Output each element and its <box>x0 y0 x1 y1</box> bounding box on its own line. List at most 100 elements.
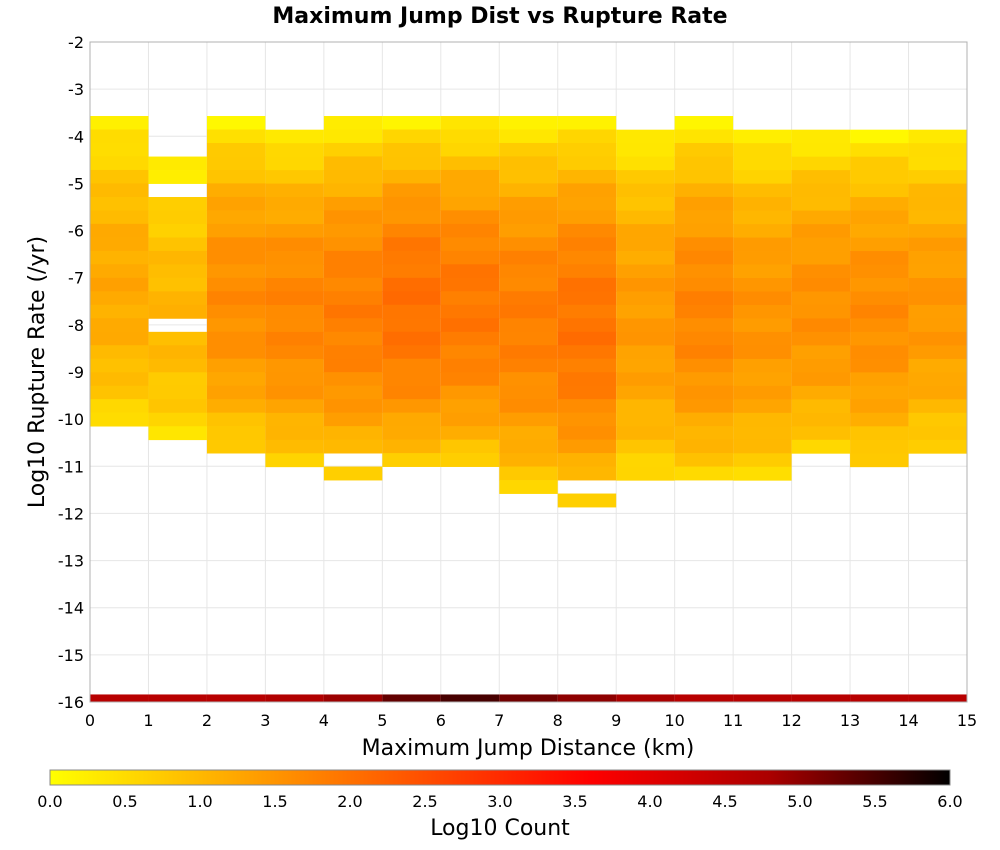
heatmap-cell <box>557 345 617 360</box>
colorbar-tick-label: 4.5 <box>712 792 737 811</box>
heatmap-cell <box>616 224 675 238</box>
heatmap-cell <box>265 412 324 427</box>
heatmap-cell <box>90 291 149 306</box>
heatmap-cell <box>206 183 266 198</box>
heatmap-cell <box>323 277 383 292</box>
heatmap-cell <box>557 385 617 400</box>
heatmap-cell <box>733 399 792 414</box>
heatmap-cell <box>850 237 909 252</box>
heatmap-cell <box>148 250 207 265</box>
heatmap-cell <box>206 304 266 319</box>
heatmap-cell <box>499 439 558 454</box>
heatmap-cell <box>90 142 149 157</box>
heatmap-cell <box>90 116 149 130</box>
heatmap-cell <box>382 183 441 198</box>
heatmap-cell <box>440 223 500 238</box>
x-tick-label: 10 <box>664 711 684 730</box>
heatmap-cell <box>557 426 617 441</box>
heatmap-cell <box>674 183 734 198</box>
heatmap-cell <box>850 345 909 360</box>
y-axis-ticks: -2 -3 -4 -5 -6 -7 -8 -9 -10 -11 -12 -13 -14 -15 -16 <box>58 33 84 712</box>
heatmap-cell <box>265 385 324 400</box>
heatmap-cell <box>674 318 734 333</box>
heatmap-cell <box>616 237 675 252</box>
heatmap-cell <box>850 197 909 211</box>
heatmap-cell <box>499 183 558 198</box>
heatmap-cell <box>674 142 734 157</box>
heatmap-cell <box>323 318 383 333</box>
heatmap-cell <box>674 169 734 184</box>
heatmap-cell <box>323 385 383 400</box>
heatmap-cell <box>557 129 617 144</box>
heatmap-cell <box>791 170 851 185</box>
heatmap-cell <box>90 358 149 373</box>
heatmap-cell <box>616 251 675 265</box>
heatmap-cell <box>440 331 500 346</box>
heatmap-cell <box>499 156 558 171</box>
y-tick-label: -15 <box>58 646 84 665</box>
heatmap-cell <box>791 224 851 238</box>
heatmap-cell <box>499 169 558 184</box>
heatmap-cell <box>908 694 967 702</box>
heatmap-cell <box>499 277 558 292</box>
heatmap-cell <box>206 129 266 144</box>
heatmap-cell <box>90 318 149 333</box>
heatmap-cell <box>733 237 792 252</box>
heatmap-cell <box>206 372 266 387</box>
heatmap-cell <box>674 358 734 373</box>
heatmap-cell <box>323 223 383 238</box>
heatmap-cell <box>850 331 909 346</box>
heatmap-cell <box>674 237 734 252</box>
heatmap-cell <box>206 250 266 265</box>
heatmap-cell <box>674 466 734 481</box>
heatmap-cell <box>908 156 967 171</box>
x-tick-label: 12 <box>781 711 801 730</box>
heatmap-cell <box>908 439 967 454</box>
heatmap-cell <box>440 372 500 387</box>
heatmap-cell <box>791 385 851 400</box>
heatmap-cell <box>206 277 266 292</box>
heatmap-cell <box>733 345 792 360</box>
colorbar-tick-label: 0.5 <box>112 792 137 811</box>
x-tick-label: 0 <box>85 711 95 730</box>
heatmap-cell <box>440 439 500 454</box>
heatmap-cell <box>499 223 558 238</box>
heatmap-cell <box>733 358 792 373</box>
heatmap-cell <box>148 694 207 702</box>
heatmap-cell <box>733 372 792 387</box>
heatmap-cell <box>557 466 617 481</box>
x-tick-label: 15 <box>957 711 977 730</box>
heatmap-cell <box>382 304 441 319</box>
heatmap-cell <box>557 694 617 702</box>
plot-frame <box>89 41 968 703</box>
heatmap-cell <box>908 385 967 400</box>
heatmap-cell <box>90 264 149 279</box>
heatmap-cell <box>850 277 909 292</box>
heatmap-cell <box>674 277 734 292</box>
heatmap-cell <box>499 210 558 225</box>
heatmap-cell <box>265 399 324 414</box>
heatmap-cell <box>382 156 441 171</box>
heatmap-cell <box>265 304 324 319</box>
heatmap-cell <box>791 304 851 319</box>
heatmap-cell <box>440 318 500 333</box>
heatmap-cell <box>265 251 324 265</box>
y-tick-label: -10 <box>58 410 84 429</box>
heatmap-cell <box>382 291 441 306</box>
heatmap-cell <box>382 385 441 400</box>
heatmap-cell <box>850 426 909 441</box>
heatmap-cell <box>206 439 266 454</box>
heatmap-cell <box>382 399 441 414</box>
heatmap-cell <box>499 345 558 360</box>
heatmap-cell <box>90 345 149 360</box>
heatmap-cell <box>206 318 266 333</box>
y-tick-label: -12 <box>58 504 84 523</box>
colorbar-tick-label: 1.0 <box>187 792 212 811</box>
heatmap-cell <box>382 358 441 373</box>
heatmap-cell <box>148 223 207 238</box>
x-axis-label: Maximum Jump Distance (km) <box>362 736 695 761</box>
heatmap-cell <box>850 385 909 400</box>
heatmap-cell <box>733 156 792 171</box>
heatmap-cell <box>557 399 617 414</box>
heatmap-cell <box>557 156 617 171</box>
